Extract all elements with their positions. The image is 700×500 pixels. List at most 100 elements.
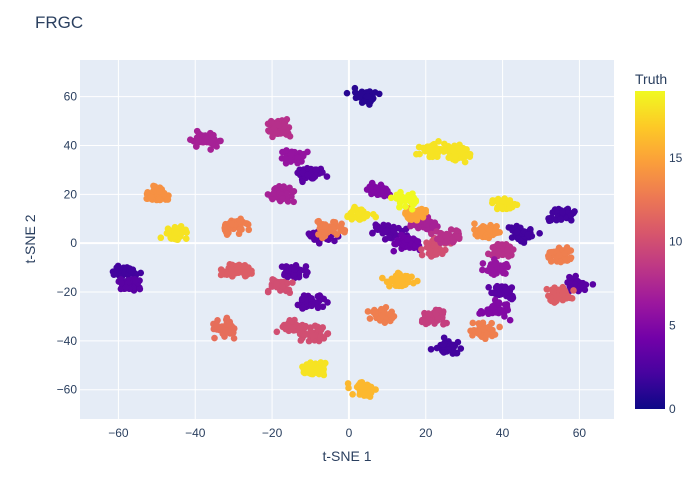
scatter-point [294,301,302,309]
scatter-point [351,203,358,211]
scatter-point [378,306,385,313]
scatter-point [437,230,445,237]
scatter-point [559,208,566,216]
scatter-point [429,223,436,231]
scatter-point [434,223,441,230]
scatter-point [312,166,320,173]
chart-title: FRGC [35,13,84,32]
scatter-point [223,271,231,278]
scatter-point [426,247,434,255]
scatter-point [315,239,323,247]
y-tick-label: −60 [57,383,78,397]
scatter-point [418,246,425,253]
scatter-point [502,287,510,295]
scatter-point [193,142,200,150]
scatter-point [322,223,329,230]
colorbar-tick-label: 0 [669,402,676,416]
scatter-point [324,330,332,337]
scatter-point [517,237,525,245]
scatter-point [221,333,228,340]
scatter-point [403,236,411,243]
scatter-point [499,251,506,259]
scatter-point [513,201,521,209]
scatter-point [589,281,597,288]
colorbar-tick-label: 15 [669,151,683,165]
scatter-point [228,220,236,228]
scatter-point [484,250,492,258]
scatter-point [364,390,371,398]
scatter-point [496,241,504,249]
scatter-point [302,322,309,330]
scatter-point [495,299,503,306]
scatter-point [387,194,395,202]
scatter-point [385,234,393,242]
scatter-point [298,295,306,303]
y-tick-label: −40 [57,334,78,348]
scatter-point [281,155,289,163]
scatter-point [283,263,290,270]
scatter-point [164,196,172,203]
scatter-point [343,89,351,97]
scatter-point [489,303,497,311]
scatter-point [275,121,283,129]
scatter-point [451,153,459,160]
scatter-point [323,173,331,180]
scatter-point [547,296,554,304]
scatter-point [563,294,570,302]
scatter-point [279,195,287,203]
data-points [109,84,597,400]
scatter-point [269,195,276,203]
scatter-point [211,334,218,342]
scatter-point [559,289,567,297]
scatter-point [497,306,504,314]
scatter-point [179,228,187,236]
scatter-point [221,224,229,232]
scatter-point [369,229,376,237]
scatter-point [485,310,492,318]
scatter-point [294,154,302,161]
scatter-point [303,164,311,172]
scatter-point [117,285,125,293]
scatter-point [547,258,555,265]
scatter-point [110,271,118,279]
scatter-point [284,279,291,287]
scatter-point [366,101,373,108]
scatter-point [486,226,493,234]
scatter-point [213,321,220,328]
scatter-point [348,216,356,223]
scatter-point [425,217,432,224]
y-tick-label: −20 [57,285,78,299]
scatter-point [147,193,155,201]
scatter-point [291,266,298,273]
scatter-point [478,227,486,235]
scatter-point [570,287,577,294]
scatter-point [405,214,412,222]
scatter-point [364,308,372,315]
x-tick-label: −20 [262,426,283,440]
scatter-point [297,337,305,344]
scatter-point [225,329,233,336]
scatter-point [366,315,374,322]
scatter-point [317,326,325,334]
scatter-point [489,244,497,251]
y-tick-label: 0 [70,236,77,250]
colorbar-tick-label: 5 [669,318,676,332]
scatter-point [444,231,452,239]
colorbar-tick-label: 10 [669,235,683,249]
scatter-point [513,228,521,236]
scatter-point [543,285,551,293]
scatter-point [352,94,360,102]
scatter-point [316,292,324,299]
scatter-point [239,264,246,272]
scatter-point [309,362,317,370]
x-tick-label: 0 [346,426,353,440]
scatter-point [495,291,503,299]
scatter-point [440,349,448,356]
scatter-point [441,140,448,148]
scatter-point [550,287,557,295]
scatter-point [506,204,514,212]
scatter-point [390,247,398,255]
scatter-point [122,284,130,291]
scatter-point [396,198,404,206]
